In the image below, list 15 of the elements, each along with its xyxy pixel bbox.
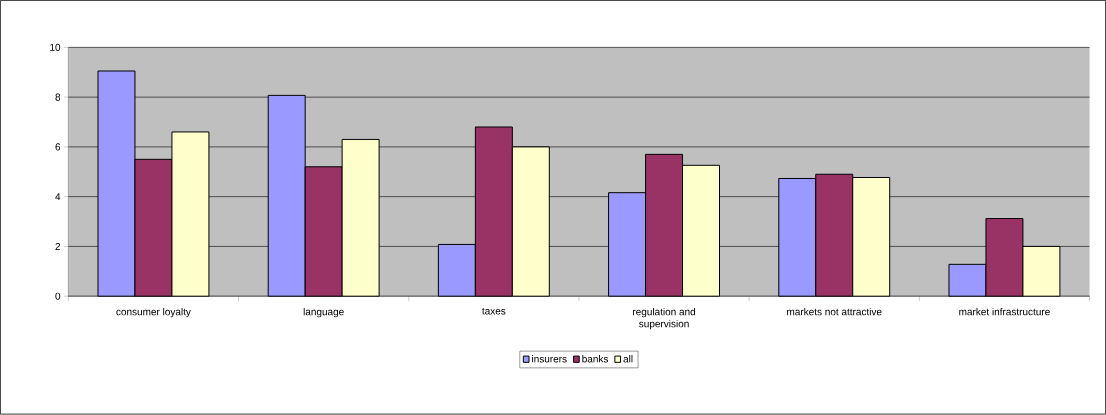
x-tick-label: taxes — [482, 308, 506, 315]
x-tick-label: language — [303, 308, 344, 318]
x-tick-label: markets not attractive — [787, 308, 882, 316]
y-tick-label: 6 — [55, 143, 61, 151]
y-tick-label: 0 — [55, 292, 61, 300]
legend-label: all — [623, 355, 633, 363]
x-tick-label: regulation and supervision — [633, 308, 696, 330]
y-tick-label: 10 — [50, 44, 61, 52]
x-tick-label: consumer loyalty — [116, 308, 191, 318]
x-tick-label: market infrastructure — [959, 308, 1050, 316]
y-tick-label: 4 — [55, 193, 61, 201]
y-tick-label: 2 — [55, 243, 61, 251]
legend-label: banks — [582, 355, 609, 363]
legend-label: insurers — [532, 355, 567, 363]
y-tick-label: 8 — [55, 93, 61, 101]
